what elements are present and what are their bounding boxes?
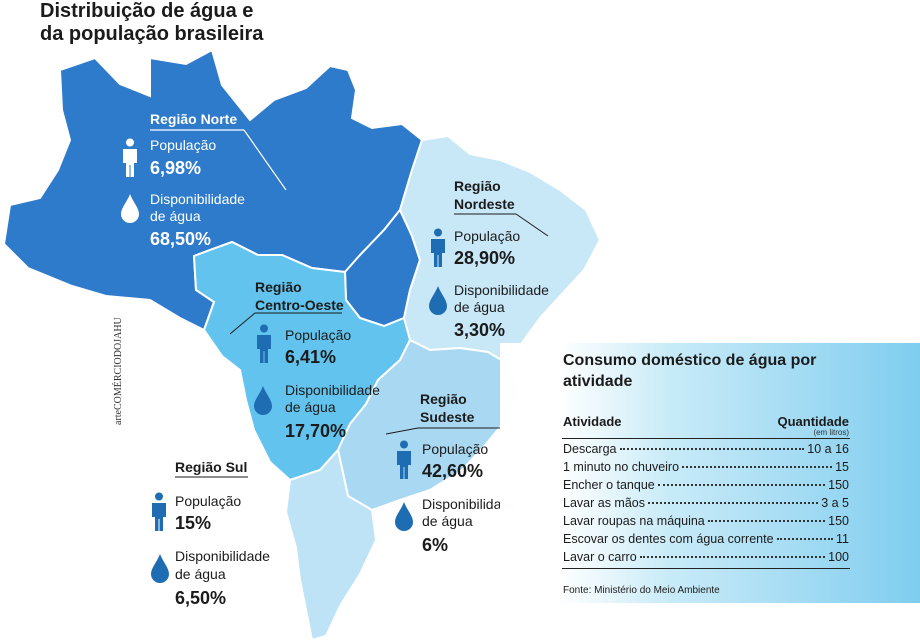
sul-water-label-line2: de água (175, 566, 226, 582)
nordeste-leader-diagonal (515, 213, 549, 237)
activity-column-header: Atividade (563, 414, 622, 429)
centro-oeste-population-value: 6,41% (285, 347, 337, 367)
dot-leader (619, 448, 805, 450)
water-drop-icon (394, 502, 414, 532)
norte-water-label-line2: de água (150, 208, 201, 224)
quantity-cell: 100 (828, 550, 849, 564)
consumption-panel-background (500, 343, 920, 603)
nordeste-population-label: População (454, 228, 521, 244)
centro-oeste-water-value: 17,70% (285, 421, 347, 441)
nordeste-water-value: 3,30% (454, 320, 506, 340)
activity-cell: Descarga (563, 442, 617, 456)
person-icon (256, 324, 272, 364)
quantity-cell: 11 (836, 532, 849, 546)
norte-population-label: População (150, 137, 217, 153)
activity-cell: 1 minuto no chuveiro (563, 460, 680, 474)
table-header-divider (562, 438, 850, 439)
sul-population-value: 15% (175, 513, 212, 533)
art-credit: arteCOMÉRCIODOJAHU (113, 317, 124, 425)
quantity-cell: 10 a 16 (807, 442, 849, 456)
quantity-cell: 150 (828, 478, 849, 492)
norte-region-name: Região Norte (150, 111, 238, 127)
water-drop-icon (150, 554, 170, 584)
consumption-title: Consumo doméstico de água por atividade (563, 352, 817, 390)
sudeste-water-label-line1: Disponibilidade (422, 496, 517, 512)
person-icon (151, 492, 167, 532)
quantity-cell: 15 (835, 460, 849, 474)
norte-water-label-line1: Disponibilidade (150, 191, 245, 207)
source-note: Fonte: Ministério do Meio Ambiente (563, 585, 720, 596)
nordeste-population-value: 28,90% (454, 248, 516, 268)
centro-oeste-region-name-line1: Região (255, 279, 302, 295)
centro-oeste-water-label-line1: Disponibilidade (285, 382, 380, 398)
sul-region-name: Região Sul (175, 459, 248, 475)
sul-water-value: 6,50% (175, 588, 227, 608)
table-row: Lavar o carro 100 (563, 550, 849, 568)
person-icon (430, 228, 446, 268)
activity-cell: Lavar roupas na máquina (563, 514, 705, 528)
sul-population-label: População (175, 493, 242, 509)
activity-cell: Lavar o carro (563, 550, 637, 564)
dot-leader (682, 466, 833, 468)
table-row: Lavar roupas na máquina 150 (563, 514, 849, 532)
quantity-cell: 3 a 5 (821, 496, 849, 510)
page-title: Distribuição de água e da população bras… (40, 0, 264, 45)
region-sul-shape (284, 447, 378, 642)
sul-water-label-line1: Disponibilidade (175, 548, 270, 564)
nordeste-region-name-line1: Região (454, 178, 501, 194)
sudeste-leader-diagonal (385, 427, 419, 435)
nordeste-water-label-line2: de água (454, 299, 505, 315)
sudeste-water-label-line2: de água (422, 513, 473, 529)
person-icon (122, 138, 138, 178)
dot-leader (639, 556, 826, 558)
dot-leader (707, 520, 826, 522)
table-row: Lavar as mãos 3 a 5 (563, 496, 849, 514)
region-sudeste-shape (336, 338, 522, 512)
region-nordeste-shape (398, 134, 602, 366)
water-drop-icon (120, 194, 140, 224)
sudeste-water-value: 6% (422, 535, 449, 555)
activity-cell: Lavar as mãos (563, 496, 645, 510)
centro-oeste-population-label: População (285, 327, 352, 343)
activity-cell: Encher o tanque (563, 478, 655, 492)
quantity-cell: 150 (828, 514, 849, 528)
activity-cell: Escovar os dentes com água corrente (563, 532, 774, 546)
table-row: Escovar os dentes com água corrente 11 (563, 532, 849, 550)
nordeste-region-name-line2: Nordeste (454, 196, 515, 212)
water-drop-icon (428, 286, 448, 316)
centro-oeste-region-name-line2: Centro-Oeste (255, 297, 344, 313)
table-footer-divider (562, 568, 850, 569)
sudeste-population-label: População (422, 441, 489, 457)
quantity-column-header: Quantidade (777, 414, 849, 429)
norte-population-value: 6,98% (150, 158, 202, 178)
water-drop-icon (253, 386, 273, 416)
dot-leader (776, 538, 834, 540)
table-row: 1 minuto no chuveiro 15 (563, 460, 849, 478)
nordeste-water-label-line1: Disponibilidade (454, 282, 549, 298)
norte-leader-diagonal (243, 129, 287, 191)
sudeste-region-name-line1: Região (420, 391, 467, 407)
table-row: Descarga 10 a 16 (563, 442, 849, 460)
centro-oeste-leader-diagonal (229, 312, 256, 335)
norte-water-value: 68,50% (150, 229, 212, 249)
sudeste-region-name-line2: Sudeste (420, 409, 475, 425)
sudeste-population-value: 42,60% (422, 461, 484, 481)
person-icon (396, 440, 412, 480)
dot-leader (657, 484, 826, 486)
centro-oeste-water-label-line2: de água (285, 399, 336, 415)
table-row: Encher o tanque 150 (563, 478, 849, 496)
dot-leader (647, 502, 819, 504)
quantity-unit-note: (em litros) (813, 428, 849, 437)
